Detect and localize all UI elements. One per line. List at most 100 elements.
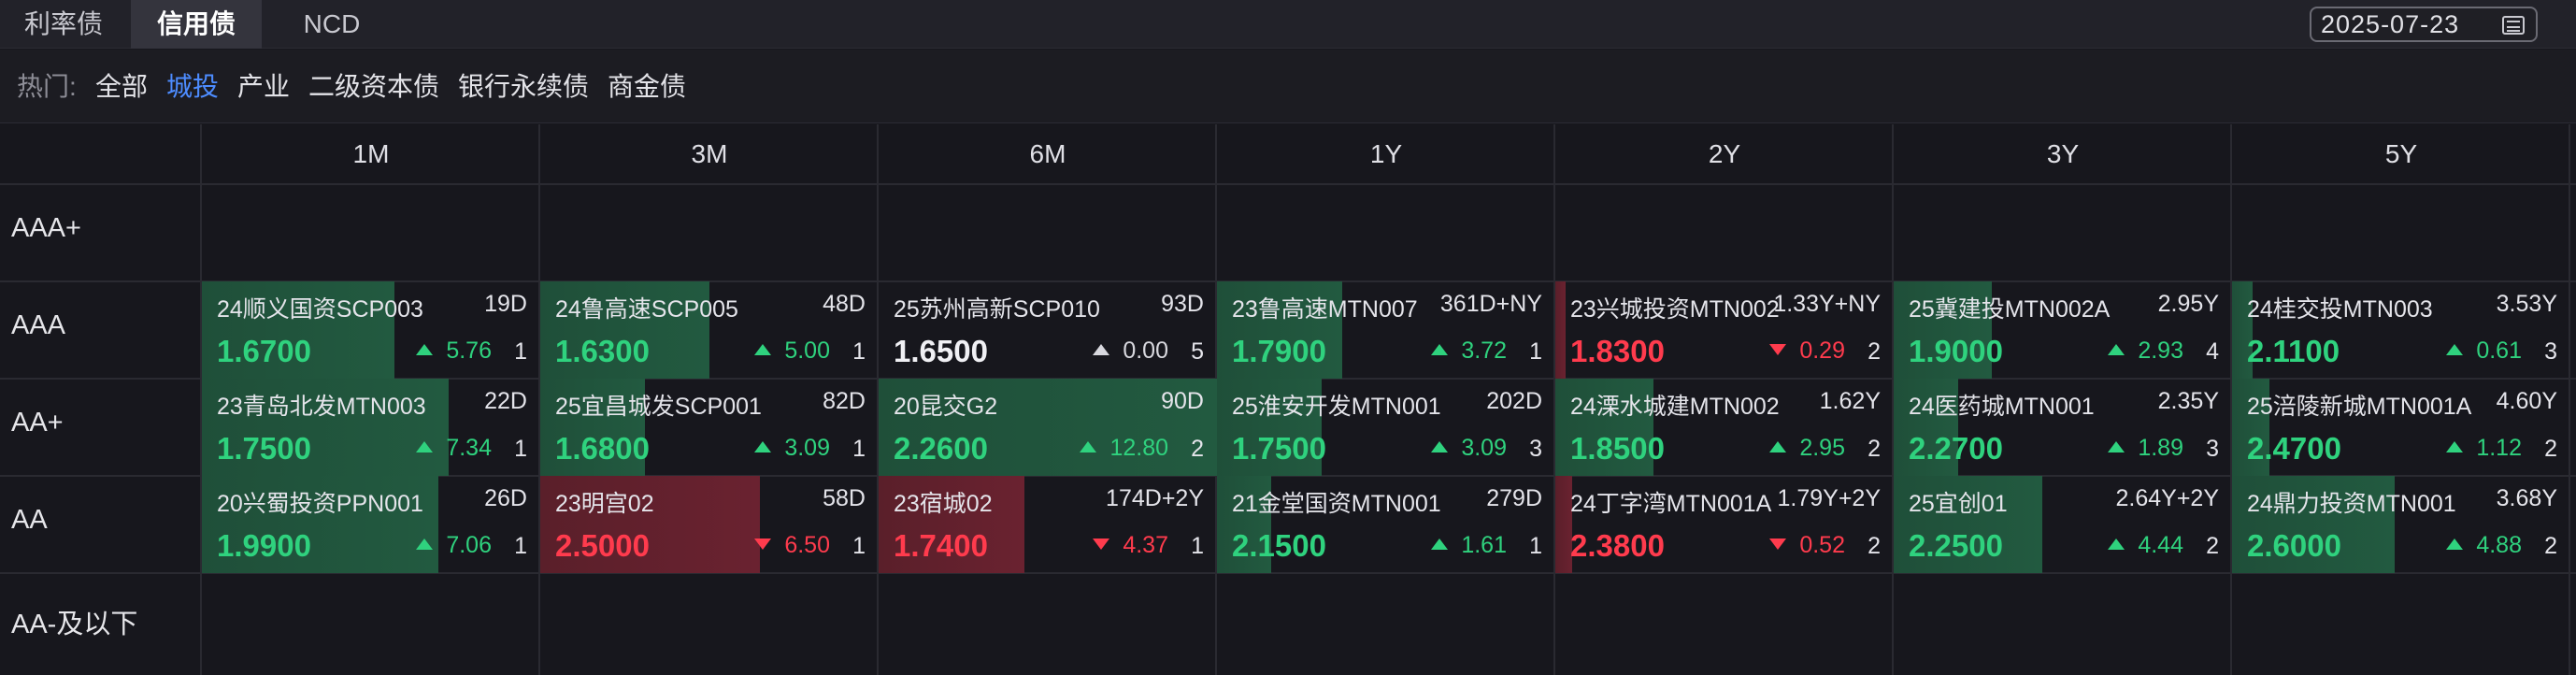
bond-name: 25苏州高新SCP010: [894, 296, 1100, 323]
yield-change-value: 3.72: [1461, 338, 1507, 364]
grid-divider: [1553, 124, 1555, 675]
calendar-icon[interactable]: [2502, 16, 2525, 35]
arrow-down-icon: [1093, 539, 1110, 550]
bond-name: 23青岛北发MTN003: [217, 394, 426, 420]
bond-cell[interactable]: 24溧水城建MTN002 1.62Y 1.8500 2.95 2: [1555, 379, 1894, 476]
bond-name: 24溧水城建MTN002: [1570, 394, 1780, 420]
bond-name: 24鼎力投资MTN001: [2247, 491, 2456, 517]
bond-tenor: 279D: [1486, 485, 1542, 511]
change-heat-bar: [1894, 379, 1958, 476]
bond-yield: 1.6800: [555, 431, 650, 466]
arrow-up-icon: [416, 344, 434, 355]
yield-change-value: 4.88: [2476, 532, 2522, 558]
bond-yield: 1.9900: [217, 528, 311, 563]
arrow-up-icon: [416, 539, 434, 550]
yield-change-value: 1.12: [2476, 435, 2522, 461]
filter-tier2-capital[interactable]: 二级资本债: [308, 72, 440, 101]
filter-chengtou[interactable]: 城投: [166, 72, 220, 101]
bond-cell[interactable]: 23鲁高速MTN007 361D+NY 1.7900 3.72 1: [1217, 281, 1555, 379]
col-header-3m: 3M: [691, 139, 728, 168]
date-value: 2025-07-23: [2321, 10, 2460, 38]
yield-change: 0.00: [1051, 338, 1168, 365]
trade-count: 1: [514, 533, 527, 559]
filter-bank-perpetual[interactable]: 银行永续债: [458, 72, 590, 101]
arrow-up-icon: [2446, 441, 2464, 452]
bond-tenor: 3.53Y: [2496, 291, 2557, 317]
yield-change: 4.44: [2066, 532, 2183, 559]
trade-count: 1: [852, 436, 866, 462]
tab-rate-bonds[interactable]: 利率债: [23, 9, 103, 38]
yield-change-value: 1.61: [1461, 532, 1507, 558]
bond-yield: 2.2500: [1909, 528, 2003, 563]
bond-cell[interactable]: 25涪陵新城MTN001A 4.60Y 2.4700 1.12 2: [2232, 379, 2570, 476]
trade-count: 1: [1529, 533, 1542, 559]
bond-cell[interactable]: 25淮安开发MTN001 202D 1.7500 3.09 3: [1217, 379, 1555, 476]
change-heat-bar: [1555, 281, 1566, 379]
row-label-aaa-plus: AAA+: [11, 213, 81, 243]
bond-yield: 1.7900: [1232, 334, 1326, 368]
bond-cell[interactable]: 24桂交投MTN003 3.53Y 2.1100 0.61 3: [2232, 281, 2570, 379]
yield-change-value: 12.80: [1109, 435, 1168, 461]
bond-cell[interactable]: 24鼎力投资MTN001 3.68Y 2.6000 4.88 2: [2232, 476, 2570, 573]
bond-cell[interactable]: 25冀建投MTN002A 2.95Y 1.9000 2.93 4: [1894, 281, 2232, 379]
bond-cell[interactable]: 25苏州高新SCP010 93D 1.6500 0.00 5: [879, 281, 1217, 379]
bond-cell[interactable]: 25宜创01 2.64Y+2Y 2.2500 4.44 2: [1894, 476, 2232, 573]
filter-commercial-finance[interactable]: 商金债: [608, 72, 687, 101]
grid-divider: [1892, 124, 1894, 675]
bond-yield: 1.7500: [217, 431, 311, 466]
change-heat-bar: [1555, 379, 1653, 476]
row-label-aa-plus: AA+: [11, 408, 64, 438]
grid-divider: [0, 475, 2576, 477]
bond-cell[interactable]: 24鲁高速SCP005 48D 1.6300 5.00 1: [540, 281, 879, 379]
arrow-up-icon: [1769, 441, 1787, 452]
bond-tenor: 1.62Y: [1819, 388, 1881, 414]
bond-yield: 2.1100: [2247, 334, 2340, 368]
trade-count: 2: [1191, 436, 1204, 462]
bond-name: 20昆交G2: [894, 394, 998, 420]
bond-cell[interactable]: 23兴城投资MTN002 1.33Y+NY 1.8300 0.29 2: [1555, 281, 1894, 379]
bond-cell[interactable]: 21金堂国资MTN001 279D 2.1500 1.61 1: [1217, 476, 1555, 573]
grid-divider: [2569, 124, 2570, 675]
bond-cell[interactable]: 23宿城02 174D+2Y 1.7400 4.37 1: [879, 476, 1217, 573]
bond-cell[interactable]: 20昆交G2 90D 2.2600 12.80 2: [879, 379, 1217, 476]
yield-change: 4.37: [1051, 532, 1168, 559]
trade-count: 1: [852, 338, 866, 365]
arrow-up-icon: [754, 344, 772, 355]
bond-yield: 2.3800: [1570, 528, 1665, 563]
filter-industry[interactable]: 产业: [237, 72, 291, 101]
bond-cell[interactable]: 24顺义国资SCP003 19D 1.6700 5.76 1: [202, 281, 540, 379]
arrow-up-icon: [754, 441, 772, 452]
change-heat-bar: [1894, 281, 1992, 379]
yield-change: 1.89: [2066, 435, 2183, 462]
arrow-down-icon: [1769, 539, 1787, 550]
yield-change-value: 1.89: [2138, 435, 2183, 461]
arrow-up-icon: [2446, 539, 2464, 550]
bond-yield: 1.6300: [555, 334, 650, 368]
bond-cell[interactable]: 24丁字湾MTN001A 1.79Y+2Y 2.3800 0.52 2: [1555, 476, 1894, 573]
filter-all[interactable]: 全部: [95, 72, 149, 101]
trade-count: 2: [1868, 338, 1881, 365]
bond-name: 25宜创01: [1909, 491, 2008, 517]
bond-cell[interactable]: 20兴蜀投资PPN001 26D 1.9900 7.06 1: [202, 476, 540, 573]
tab-credit-bonds[interactable]: 信用债: [131, 0, 262, 49]
change-heat-bar: [1894, 476, 2042, 573]
bond-yield: 1.6500: [894, 334, 988, 368]
bond-cell[interactable]: 25宜昌城发SCP001 82D 1.6800 3.09 1: [540, 379, 879, 476]
yield-change: 7.34: [374, 435, 492, 462]
date-picker[interactable]: 2025-07-23: [2310, 7, 2538, 42]
bond-yield: 1.8300: [1570, 334, 1665, 368]
top-tab-bar: 利率债 信用债 NCD 2025-07-23: [0, 0, 2576, 49]
yield-change-value: 5.76: [446, 338, 492, 364]
bond-name: 21金堂国资MTN001: [1232, 491, 1441, 517]
trade-count: 3: [2206, 436, 2219, 462]
yield-change-value: 0.61: [2476, 338, 2522, 364]
yield-change: 3.09: [712, 435, 830, 462]
trade-count: 2: [2206, 533, 2219, 559]
bond-cell[interactable]: 23明宫02 58D 2.5000 6.50 1: [540, 476, 879, 573]
bond-cell[interactable]: 23青岛北发MTN003 22D 1.7500 7.34 1: [202, 379, 540, 476]
bond-tenor: 48D: [823, 291, 866, 317]
bond-tenor: 202D: [1486, 388, 1542, 414]
bond-cell[interactable]: 24医药城MTN001 2.35Y 2.2700 1.89 3: [1894, 379, 2232, 476]
yield-change-value: 2.93: [2138, 338, 2183, 364]
tab-ncd[interactable]: NCD: [303, 9, 361, 38]
